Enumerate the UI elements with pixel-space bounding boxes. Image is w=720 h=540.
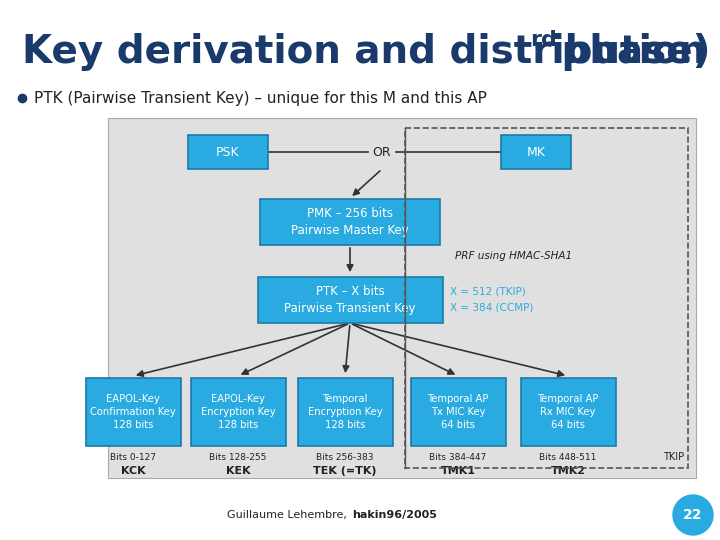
Text: Temporal AP
Rx MIC Key
64 bits: Temporal AP Rx MIC Key 64 bits: [537, 394, 599, 430]
Text: X = 512 (TKIP): X = 512 (TKIP): [450, 287, 526, 297]
Text: Bits 128-255: Bits 128-255: [210, 454, 266, 462]
Text: hakin96/2005: hakin96/2005: [352, 510, 437, 520]
Text: TKIP: TKIP: [663, 452, 684, 462]
Text: Temporal AP
Tx MIC Key
64 bits: Temporal AP Tx MIC Key 64 bits: [427, 394, 489, 430]
Bar: [501, 135, 571, 169]
Bar: [188, 135, 268, 169]
Text: phase): phase): [548, 33, 711, 71]
Text: Bits 0-127: Bits 0-127: [110, 454, 156, 462]
Bar: [297, 378, 392, 446]
Text: MK: MK: [526, 145, 546, 159]
Text: OR: OR: [373, 145, 391, 159]
Bar: [86, 378, 181, 446]
Bar: [108, 118, 696, 478]
Text: PSK: PSK: [216, 145, 240, 159]
Bar: [521, 378, 616, 446]
Text: KCK: KCK: [121, 466, 145, 476]
Text: Bits 256-383: Bits 256-383: [316, 454, 374, 462]
Text: TMK1: TMK1: [441, 466, 475, 476]
Text: KEK: KEK: [225, 466, 251, 476]
Bar: [191, 378, 286, 446]
Text: TMK2: TMK2: [551, 466, 585, 476]
Text: PRF using HMAC-SHA1: PRF using HMAC-SHA1: [455, 251, 572, 261]
Text: PMK – 256 bits
Pairwise Master Key: PMK – 256 bits Pairwise Master Key: [291, 207, 409, 237]
Bar: [260, 199, 440, 245]
Text: Guillaume Lehembre,: Guillaume Lehembre,: [227, 510, 350, 520]
Text: Key derivation and distribution (3: Key derivation and distribution (3: [22, 33, 720, 71]
Bar: [258, 277, 443, 323]
Text: rd: rd: [530, 30, 557, 50]
Text: EAPOL-Key
Confirmation Key
128 bits: EAPOL-Key Confirmation Key 128 bits: [90, 394, 176, 430]
Bar: [405, 128, 688, 468]
Text: Temporal
Encryption Key
128 bits: Temporal Encryption Key 128 bits: [307, 394, 382, 430]
Text: PTK (Pairwise Transient Key) – unique for this M and this AP: PTK (Pairwise Transient Key) – unique fo…: [34, 91, 487, 105]
Text: 22: 22: [683, 508, 703, 522]
Text: Bits 384-447: Bits 384-447: [429, 454, 487, 462]
Text: TEK (=TK): TEK (=TK): [313, 466, 377, 476]
Text: Bits 448-511: Bits 448-511: [539, 454, 597, 462]
Text: X = 384 (CCMP): X = 384 (CCMP): [450, 303, 534, 313]
Circle shape: [673, 495, 713, 535]
Text: PTK – X bits
Pairwise Transient Key: PTK – X bits Pairwise Transient Key: [284, 285, 415, 315]
Text: EAPOL-Key
Encryption Key
128 bits: EAPOL-Key Encryption Key 128 bits: [201, 394, 275, 430]
Bar: [410, 378, 505, 446]
